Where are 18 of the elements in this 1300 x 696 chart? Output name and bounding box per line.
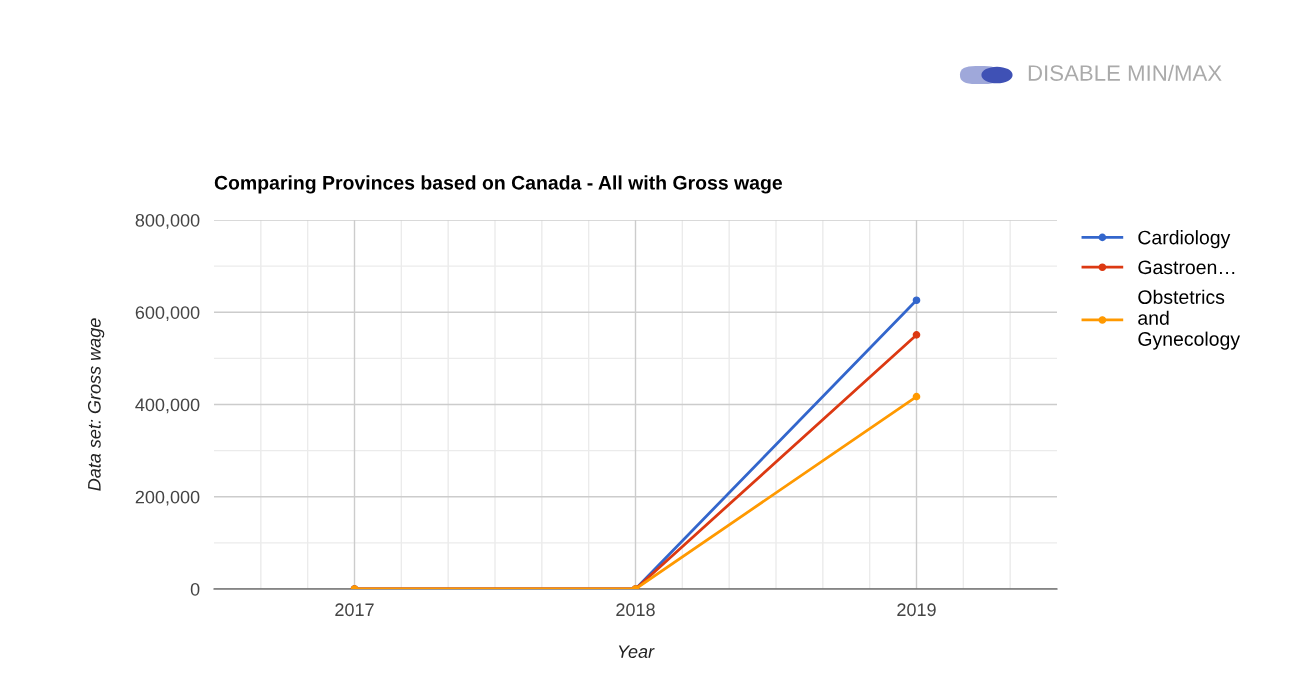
point <box>912 392 921 401</box>
legend-label: Obstetrics and Gynecology <box>1138 289 1241 350</box>
text: DISABLE MIN/MAX <box>1028 64 1222 81</box>
point <box>912 331 921 339</box>
y-tick-label: 400,000 <box>135 398 200 414</box>
legend-label: Gastroen… <box>1138 260 1235 275</box>
y-tick-label: 200,000 <box>135 490 200 506</box>
point <box>912 296 921 305</box>
x-tick-label: 2018 <box>616 603 655 617</box>
x-tick-label: 2019 <box>897 603 936 617</box>
y-tick-label: 600,000 <box>135 306 200 322</box>
y-axis-title: Data set: Gross wage <box>87 318 105 491</box>
x-tick-label: 2017 <box>335 603 374 617</box>
y-tick-label: 800,000 <box>135 213 200 229</box>
legend-label: Cardiology <box>1138 230 1231 249</box>
chart-title: Comparing Provinces based on Canada - All with Gross wage <box>214 175 783 194</box>
x-axis-title: Year <box>618 645 655 658</box>
y-tick-label: 0 <box>190 582 200 596</box>
